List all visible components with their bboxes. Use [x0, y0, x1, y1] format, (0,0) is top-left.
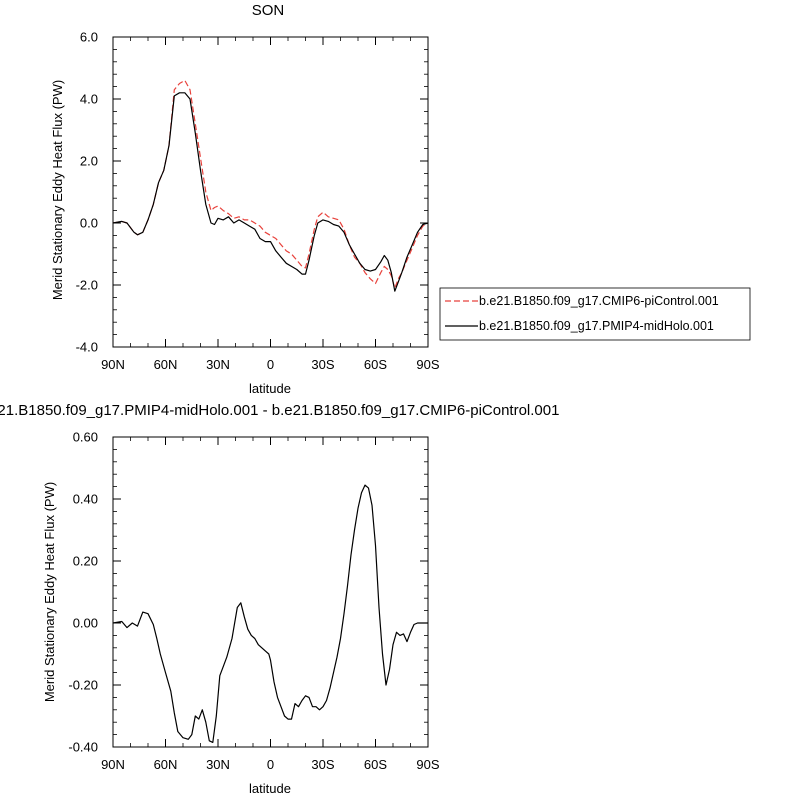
chart-title-difference: b.e21.B1850.f09_g17.PMIP4-midHolo.001 - … [0, 402, 559, 419]
y-tick-label: 0.40 [73, 492, 98, 507]
x-tick-label: 90S [416, 757, 439, 772]
series-line-2 [112, 92, 429, 292]
x-tick-label: 60S [364, 357, 387, 372]
plot-frame [112, 36, 429, 348]
x-axis-label: latitude [249, 381, 291, 396]
y-axis-label: Merid Stationary Eddy Heat Flux (PW) [50, 80, 65, 300]
y-tick-label: -4.0 [76, 340, 98, 355]
y-tick-label: 0.00 [73, 616, 98, 631]
x-axis-label: latitude [249, 781, 291, 796]
y-tick-label: 4.0 [80, 92, 98, 107]
x-tick-label: 30N [206, 357, 230, 372]
panel-bottom: b.e21.B1850.f09_g17.PMIP4-midHolo.001 - … [0, 402, 559, 796]
y-tick-label: 0.20 [73, 554, 98, 569]
y-tick-label: 6.0 [80, 30, 98, 45]
x-tick-label: 30S [311, 757, 334, 772]
y-tick-label: 0.0 [80, 216, 98, 231]
x-tick-label: 30N [206, 757, 230, 772]
legend-box [439, 287, 751, 341]
legend: b.e21.B1850.f09_g17.CMIP6-piControl.001 … [439, 287, 751, 341]
x-tick-label: 90S [416, 357, 439, 372]
x-tick-label: 90N [101, 757, 125, 772]
series-line-1 [112, 484, 428, 744]
series-line-1 [112, 79, 429, 289]
x-tick-label: 30S [311, 357, 334, 372]
x-tick-label: 60N [154, 757, 178, 772]
panel-top: SON 90N 60N 30N 0 30S 60S 90S -4.0 -2.0 0.0 2.0 4.0… [50, 2, 440, 396]
x-tick-label: 60S [364, 757, 387, 772]
plot-frame [112, 436, 429, 748]
x-tick-label: 0 [267, 757, 274, 772]
y-tick-label: -0.20 [68, 678, 98, 693]
legend-entry-series-1: b.e21.B1850.f09_g17.CMIP6-piControl.001 [479, 294, 719, 308]
legend-entry-series-2: b.e21.B1850.f09_g17.PMIP4-midHolo.001 [479, 319, 714, 333]
x-tick-label: 60N [154, 357, 178, 372]
y-axis-label: Merid Stationary Eddy Heat Flux (PW) [42, 482, 57, 702]
x-tick-label: 90N [101, 357, 125, 372]
x-tick-label: 0 [267, 357, 274, 372]
y-tick-label: -2.0 [76, 278, 98, 293]
y-tick-label: -0.40 [68, 740, 98, 755]
y-tick-label: 2.0 [80, 154, 98, 169]
y-tick-label: 0.60 [73, 430, 98, 445]
chart-title: SON [252, 2, 285, 19]
